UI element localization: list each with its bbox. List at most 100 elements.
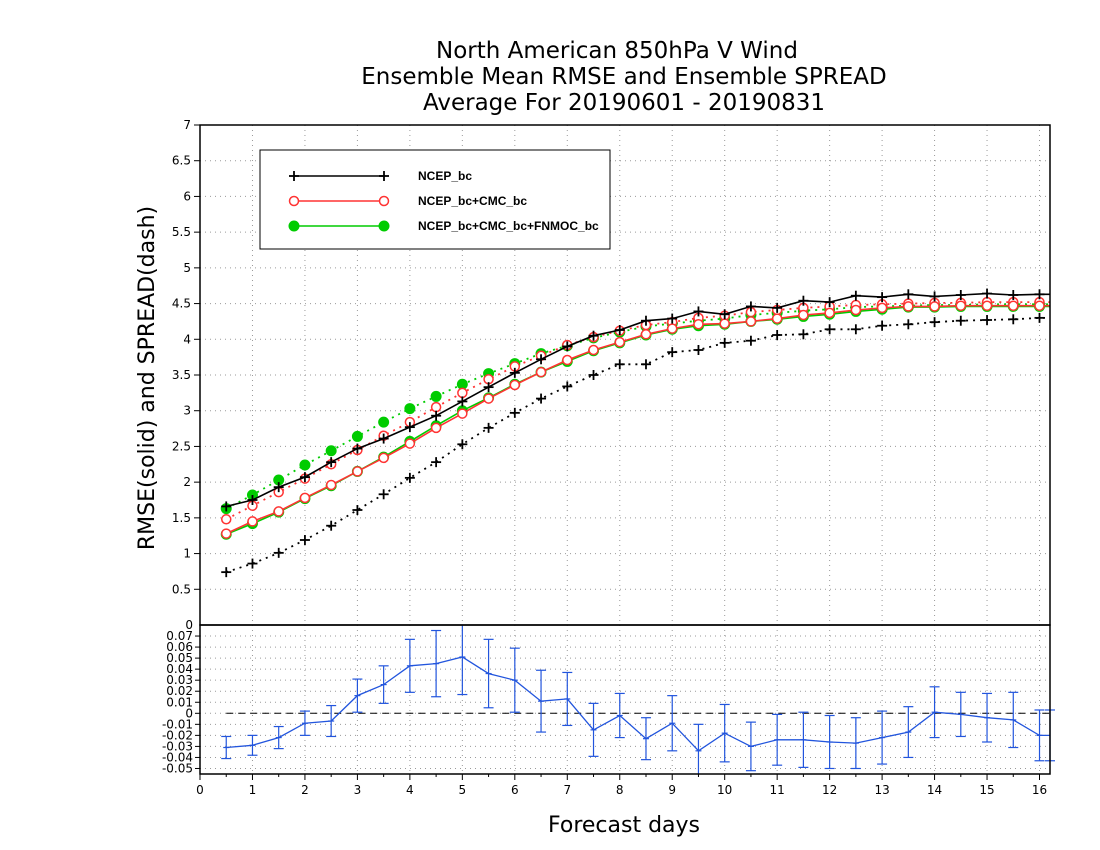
series-spread-point bbox=[903, 319, 914, 330]
bottom-y-top-label: 0 bbox=[185, 618, 193, 632]
series-rmse-line bbox=[225, 305, 1050, 536]
series-rmse-point bbox=[640, 329, 652, 340]
series-spread-point bbox=[745, 335, 756, 346]
series-rmse-point bbox=[877, 292, 888, 303]
series-spread-point bbox=[352, 505, 363, 515]
series-rmse-point bbox=[352, 466, 363, 477]
series-spread-point bbox=[299, 459, 311, 471]
top-y-tick-label: 3.5 bbox=[172, 368, 191, 382]
series-spread-point bbox=[378, 489, 389, 500]
x-tick-label: 16 bbox=[1032, 783, 1047, 797]
x-tick-label: 8 bbox=[616, 783, 624, 797]
legend-box bbox=[259, 149, 611, 250]
series-rmse-point bbox=[352, 443, 363, 454]
difference-series bbox=[221, 625, 1055, 774]
series-rmse-point bbox=[824, 297, 835, 308]
series-spread-line bbox=[225, 316, 1050, 573]
x-axis-label: Forecast days bbox=[548, 813, 700, 838]
series-rmse-point bbox=[1008, 300, 1019, 311]
series-rmse-point bbox=[955, 290, 966, 300]
series-rmse-point bbox=[430, 422, 442, 434]
series-spread-point bbox=[326, 520, 337, 531]
series-spread-point bbox=[772, 330, 783, 340]
series-spread-point bbox=[693, 345, 704, 355]
top-y-tick-label: 6.5 bbox=[172, 154, 191, 168]
series-spread-point bbox=[457, 439, 468, 450]
bottom-y-tick-label: -0.02 bbox=[162, 728, 193, 742]
legend-marker-left bbox=[288, 195, 300, 207]
series-rmse-point bbox=[431, 410, 442, 421]
series-rmse-point bbox=[876, 302, 888, 314]
series-rmse-point bbox=[404, 438, 416, 449]
series-spread-point bbox=[798, 329, 809, 340]
series-rmse-point bbox=[929, 301, 940, 312]
series-rmse-point bbox=[378, 452, 389, 464]
series-rmse-point bbox=[667, 313, 678, 324]
series-rmse-point bbox=[771, 313, 783, 324]
series-spread-point bbox=[1034, 312, 1045, 323]
top-y-tick-label: 1 bbox=[183, 547, 191, 561]
bottom-y-tick-label: -0.01 bbox=[162, 717, 193, 731]
series-rmse-point bbox=[666, 323, 678, 334]
series-rmse-point bbox=[483, 382, 494, 393]
series-spread-point bbox=[430, 390, 442, 402]
series-rmse-point bbox=[745, 301, 756, 312]
series-rmse-point bbox=[457, 396, 468, 407]
x-tick-label: 3 bbox=[354, 783, 362, 797]
series-spread-point bbox=[667, 347, 678, 358]
series-spread-point bbox=[299, 535, 310, 545]
series-rmse-point bbox=[1034, 289, 1045, 300]
series-rmse-point bbox=[955, 300, 967, 311]
series-spread-point bbox=[247, 558, 258, 569]
series-rmse-line bbox=[225, 304, 1050, 535]
bottom-y-tick-label: 0.01 bbox=[166, 695, 193, 709]
series-spread-point bbox=[351, 430, 363, 442]
legend-marker-right bbox=[379, 171, 389, 181]
legend-marker-left bbox=[288, 220, 300, 232]
x-tick-label: 14 bbox=[927, 783, 942, 797]
top-y-tick-label: 5 bbox=[183, 261, 191, 275]
bottom-y-tick-label: 0.05 bbox=[166, 651, 193, 665]
series-spread-point bbox=[404, 472, 415, 483]
x-tick-label: 10 bbox=[717, 783, 732, 797]
chart-title-line-3: Average For 20190601 - 20190831 bbox=[423, 90, 825, 116]
chart-title: North American 850hPa V Wind Ensemble Me… bbox=[361, 38, 886, 116]
x-tick-label: 0 bbox=[196, 783, 204, 797]
bottom-y-tick-label: 0.02 bbox=[166, 684, 193, 698]
series-spread-point bbox=[640, 359, 651, 370]
top-panel-grid bbox=[200, 125, 1050, 625]
series-rmse-point bbox=[798, 309, 809, 321]
x-axis: 0 1 2 3 4 5 6 7 8 9 10 11 12 13 14 15 16 bbox=[196, 774, 1047, 797]
series-rmse-point bbox=[247, 495, 258, 505]
x-tick-label: 12 bbox=[822, 783, 837, 797]
series-spread-point bbox=[430, 401, 442, 413]
bottom-y-tick-label: -0.04 bbox=[162, 750, 193, 764]
series-rmse-point bbox=[588, 330, 599, 341]
legend-label: NCEP_bc bbox=[418, 169, 472, 183]
series-spread-point bbox=[483, 422, 494, 433]
series-rmse-point bbox=[378, 433, 389, 444]
x-tick-label: 7 bbox=[563, 783, 571, 797]
bottom-y-axis: -0.05-0.04-0.03-0.02-0.0100.010.020.030.… bbox=[162, 618, 200, 775]
series-spread-point bbox=[404, 403, 416, 415]
series-rmse-point bbox=[1034, 300, 1045, 311]
difference-line bbox=[226, 656, 1050, 752]
series-rmse-point bbox=[640, 315, 651, 326]
series-spread-point bbox=[1008, 314, 1019, 325]
series-rmse-point bbox=[562, 341, 573, 352]
series-rmse-point bbox=[929, 291, 940, 302]
legend-marker-right bbox=[378, 220, 390, 232]
chart-title-line-1: North American 850hPa V Wind bbox=[436, 38, 798, 64]
series-rmse-point bbox=[221, 501, 232, 512]
series-spread-point bbox=[509, 407, 520, 418]
legend-label: NCEP_bc+CMC_bc bbox=[418, 194, 527, 208]
series-spread-point bbox=[614, 359, 625, 370]
series-spread-point bbox=[562, 381, 573, 392]
x-tick-label: 6 bbox=[511, 783, 519, 797]
top-y-tick-label: 2 bbox=[183, 475, 191, 489]
chart-title-line-2: Ensemble Mean RMSE and Ensemble SPREAD bbox=[361, 64, 886, 90]
series-rmse-point bbox=[719, 318, 730, 329]
series-rmse-point bbox=[273, 506, 284, 517]
rmse-spread-series bbox=[220, 288, 1050, 578]
series-rmse-point bbox=[483, 393, 494, 404]
